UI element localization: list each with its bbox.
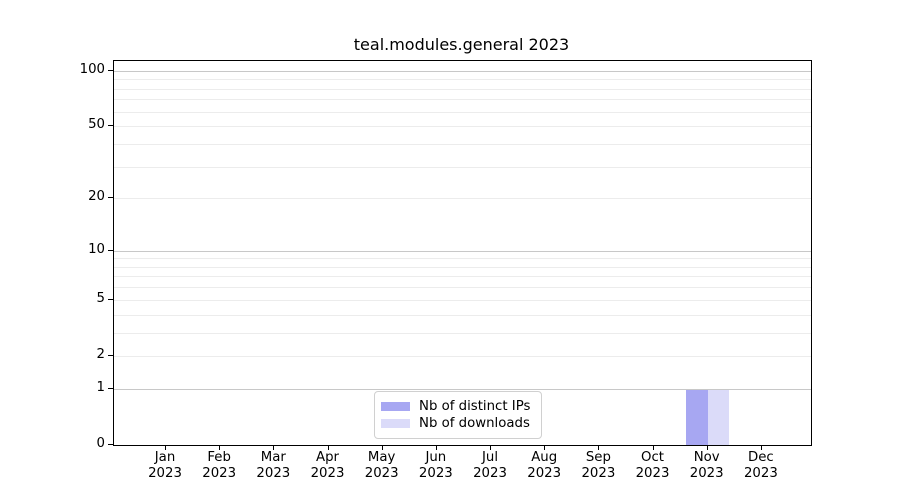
x-tick-mark [706,445,708,450]
gridline-minor [114,332,811,334]
x-tick-label: May 2023 [364,450,399,481]
legend-swatch-downloads [381,419,410,428]
y-tick-label: 1 [96,379,105,395]
y-tick-mark [108,125,113,127]
y-tick-label: 20 [88,189,105,205]
x-tick-label: Jul 2023 [473,450,507,481]
x-tick-label: Aug 2023 [527,450,562,481]
y-tick-mark [108,354,113,356]
legend-label-downloads: Nb of downloads [419,416,530,431]
gridline-minor [114,198,811,200]
bar-nb-of-distinct-ips [686,388,708,445]
gridline-minor [114,79,811,81]
y-tick-mark [108,444,113,445]
x-tick-mark [165,445,166,450]
gridline-minor [114,99,811,101]
plot-area [113,60,812,446]
x-tick-label: Mar 2023 [256,450,291,481]
x-tick-label: Nov 2023 [689,450,724,481]
x-tick-mark [490,445,492,450]
gridline-major [114,70,811,72]
y-tick-label: 5 [96,290,105,306]
chart-title: teal.modules.general 2023 [353,35,570,54]
gridline-major [114,250,811,252]
gridline-minor [114,143,811,145]
x-tick-mark [544,445,546,450]
gridline-minor [114,314,811,316]
x-tick-label: Apr 2023 [310,450,345,481]
y-tick-mark [108,69,113,71]
y-tick-mark [108,197,113,199]
x-tick-mark [327,445,329,450]
bar-nb-of-downloads [707,388,730,445]
x-tick-label: Dec 2023 [743,450,778,481]
legend-label-distinct-ips: Nb of distinct IPs [419,399,531,414]
legend-item-downloads: Nb of downloads [381,415,533,432]
y-tick-label: 2 [96,346,105,362]
gridline-minor [114,299,811,301]
y-tick-mark [108,249,113,251]
y-tick-label: 10 [88,241,105,257]
gridline-minor [114,88,811,90]
x-tick-mark [760,445,762,450]
x-tick-label: Jun 2023 [418,450,453,481]
gridline-minor [114,258,811,260]
x-tick-mark [273,445,275,450]
y-tick-label: 100 [79,61,105,77]
gridline-minor [114,266,811,268]
gridline-minor [114,355,811,357]
gridline-minor [114,126,811,128]
x-tick-label: Feb 2023 [202,450,237,481]
gridline-minor [114,111,811,113]
gridline-major [114,388,811,390]
x-tick-label: Oct 2023 [635,450,670,481]
x-tick-label: Sep 2023 [581,450,616,481]
x-tick-mark [598,445,600,450]
y-tick-mark [108,387,113,389]
x-tick-label: Jan 2023 [148,450,182,481]
gridline-minor [114,287,811,289]
gridline-minor [114,166,811,168]
x-tick-mark [219,445,221,450]
y-tick-mark [108,298,113,300]
legend-swatch-distinct-ips [381,402,410,411]
legend-item-distinct-ips: Nb of distinct IPs [381,398,533,415]
y-tick-label: 50 [88,117,105,133]
y-tick-label: 0 [96,436,105,451]
x-tick-mark [652,445,654,450]
gridline-minor [114,276,811,278]
legend: Nb of distinct IPs Nb of downloads [374,391,542,439]
x-tick-mark [381,445,383,450]
x-tick-mark [435,445,437,450]
